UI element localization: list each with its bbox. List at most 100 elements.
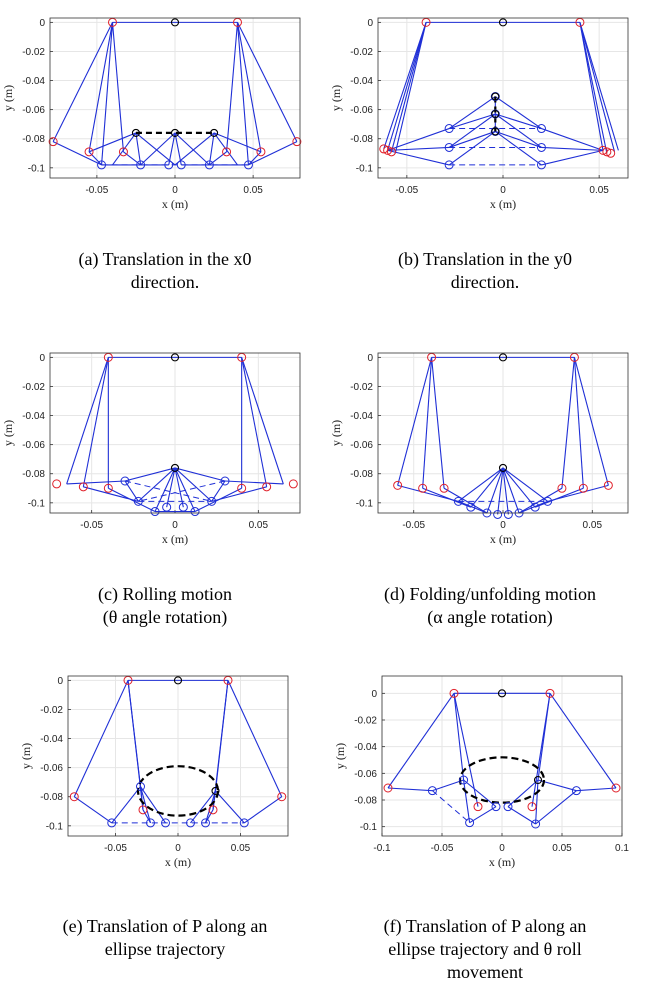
link-segment xyxy=(432,779,464,792)
blue-joint-marker xyxy=(150,507,160,517)
link-segment xyxy=(88,132,137,153)
link-segment xyxy=(174,132,182,166)
plot-f: -0.1 -0.05 0 0.05 0.1 0 -0.02 -0.04 -0.06 -0.08 -0… xyxy=(330,668,640,878)
y-tick-label: -0.08 xyxy=(22,134,45,145)
black-point-marker xyxy=(170,128,180,137)
red-joint-marker xyxy=(237,483,247,493)
y-tick-label: -0.06 xyxy=(22,105,45,116)
blue-joint-marker xyxy=(530,502,540,512)
blue-joint-marker xyxy=(107,818,117,828)
y-tick-label: -0.02 xyxy=(354,716,377,727)
link-segment xyxy=(174,132,215,166)
link-segment xyxy=(541,149,604,166)
blue-joint-marker xyxy=(491,802,501,812)
caption-a: (a) Translation in the x0 direction. xyxy=(20,248,310,294)
red-joint-marker xyxy=(557,483,567,493)
caption-d-line-1: (d) Folding/unfolding motion xyxy=(383,584,596,604)
link-segment xyxy=(394,22,427,154)
link-segment xyxy=(174,132,210,166)
y-tick-label: -0.08 xyxy=(22,469,45,480)
caption-d-line-2: (α angle rotation) xyxy=(427,607,553,627)
y-tick-label: -0.06 xyxy=(350,105,373,116)
y-tick-label: -0.1 xyxy=(360,822,378,833)
link-segment xyxy=(573,357,584,489)
caption-e-line-1: (e) Translation of P along an xyxy=(62,916,268,936)
link-segment xyxy=(502,467,520,514)
link-segment xyxy=(518,500,548,514)
caption-f-line-1: (f) Translation of P along an xyxy=(383,916,587,936)
link-segment xyxy=(174,467,226,482)
link-segment xyxy=(422,487,472,508)
blue-joint-marker xyxy=(190,507,200,517)
black-point-marker xyxy=(131,128,140,137)
link-segment xyxy=(494,113,542,148)
blue-joint-marker xyxy=(186,818,195,828)
red-joint-marker xyxy=(256,147,266,157)
y-tick-label: 0 xyxy=(367,353,373,364)
plot-c: -0.05 0 0.05 0 -0.02 -0.04 -0.06 -0.08 -0.1 x (m)… xyxy=(0,345,310,555)
y-tick-label: -0.06 xyxy=(350,440,373,451)
red-joint-marker xyxy=(288,479,298,489)
plot-d: -0.05 0 0.05 0 -0.02 -0.04 -0.06 -0.08 -0.1 x (m)… xyxy=(329,345,640,555)
link-segment xyxy=(387,146,450,151)
blue-joint-marker xyxy=(243,160,253,170)
link-segment xyxy=(213,132,262,153)
link-segment xyxy=(453,693,479,807)
link-segment xyxy=(458,467,504,502)
red-joint-marker xyxy=(606,148,616,158)
caption-a-line-2: direction. xyxy=(130,272,200,292)
x-axis-label: x (m) xyxy=(165,855,191,869)
link-segment xyxy=(205,809,214,824)
link-segment xyxy=(579,22,616,152)
red-joint-marker xyxy=(118,147,128,157)
link-segment xyxy=(448,130,496,148)
x-tick-label: -0.1 xyxy=(373,843,391,854)
link-segment xyxy=(397,357,433,486)
blue-joint-marker xyxy=(204,160,214,170)
x-tick-label: 0.05 xyxy=(583,520,603,531)
y-tick-label: 0 xyxy=(39,353,45,364)
link-segment xyxy=(469,806,497,824)
x-tick-label: -0.05 xyxy=(80,520,103,531)
link-segment xyxy=(494,96,542,129)
x-tick-label: 0 xyxy=(172,185,178,196)
blue-joint-marker xyxy=(178,502,188,512)
link-segment xyxy=(101,22,114,165)
y-tick-label: -0.06 xyxy=(40,763,63,774)
link-segment xyxy=(137,467,176,502)
black-point-marker xyxy=(210,128,219,137)
blue-joint-marker xyxy=(493,509,503,519)
y-axis-label: y (m) xyxy=(1,420,15,446)
x-tick-label: 0.05 xyxy=(243,185,263,196)
red-joint-marker xyxy=(52,479,62,489)
link-segment xyxy=(502,467,548,502)
link-segment xyxy=(108,487,156,513)
link-segment xyxy=(387,128,450,151)
link-segment xyxy=(241,357,284,485)
red-joint-marker xyxy=(379,144,389,154)
blue-joint-marker xyxy=(536,160,546,170)
dashed-link xyxy=(432,790,470,824)
x-tick-label: 0 xyxy=(172,520,178,531)
link-segment xyxy=(174,467,213,502)
y-axis-label: y (m) xyxy=(1,85,15,111)
blue-joint-marker xyxy=(176,160,186,170)
link-segment xyxy=(124,467,176,482)
link-segment xyxy=(194,487,242,513)
y-tick-label: -0.04 xyxy=(350,411,373,422)
link-segment xyxy=(390,22,427,152)
x-tick-label: -0.05 xyxy=(395,185,418,196)
blue-joint-marker xyxy=(162,502,172,512)
caption-b: (b) Translation in the y0 direction. xyxy=(340,248,630,294)
link-segment xyxy=(174,467,196,512)
link-segment xyxy=(227,680,283,797)
red-joint-marker xyxy=(78,482,88,492)
red-joint-marker xyxy=(69,792,79,802)
link-segment xyxy=(111,786,141,824)
black-point-marker xyxy=(533,775,543,785)
link-segment xyxy=(224,480,284,485)
red-joint-marker xyxy=(439,483,449,493)
link-segment xyxy=(495,130,542,148)
link-segment xyxy=(190,790,216,824)
black-point-marker xyxy=(498,463,508,472)
